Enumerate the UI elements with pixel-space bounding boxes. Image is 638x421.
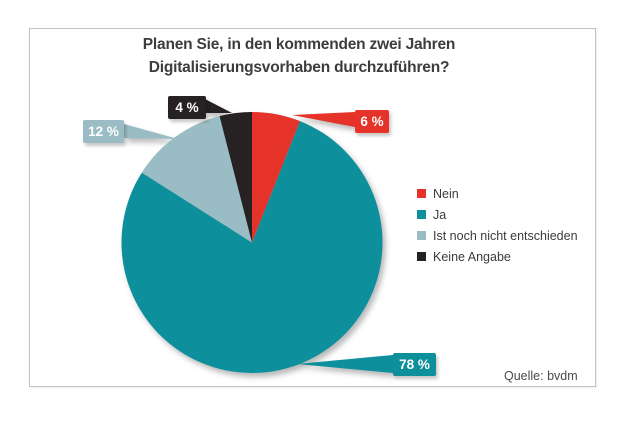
- callout-keine-angabe: 4 %: [168, 96, 206, 119]
- legend: Nein Ja Ist noch nicht entschieden Keine…: [417, 183, 578, 267]
- source-note: Quelle: bvdm: [504, 369, 578, 383]
- chart-title: Planen Sie, in den kommenden zwei Jahren…: [29, 33, 569, 79]
- legend-swatch-ja: [417, 210, 426, 219]
- legend-swatch-ist-noch-nicht-entschieden: [417, 231, 426, 240]
- legend-swatch-keine-angabe: [417, 252, 426, 261]
- legend-label-nein: Nein: [433, 186, 459, 201]
- chart-title-line1: Planen Sie, in den kommenden zwei Jahren: [142, 36, 456, 53]
- legend-item-nein: Nein: [417, 183, 578, 204]
- chart-title-line2: Digitalisierungsvorhaben durchzuführen?: [148, 59, 450, 76]
- callout-nein: 6 %: [355, 110, 389, 133]
- legend-label-ja: Ja: [433, 207, 447, 222]
- legend-item-ist-noch-nicht-entschieden: Ist noch nicht entschieden: [417, 225, 578, 246]
- callout-ja: 78 %: [393, 353, 436, 376]
- legend-label-keine-angabe: Keine Angabe: [433, 249, 511, 264]
- legend-item-keine-angabe: Keine Angabe: [417, 246, 578, 267]
- callout-ist-noch-nicht-entschieden: 12 %: [83, 120, 124, 143]
- legend-swatch-nein: [417, 189, 426, 198]
- legend-label-ist-noch-nicht-entschieden: Ist noch nicht entschieden: [433, 228, 578, 243]
- legend-item-ja: Ja: [417, 204, 578, 225]
